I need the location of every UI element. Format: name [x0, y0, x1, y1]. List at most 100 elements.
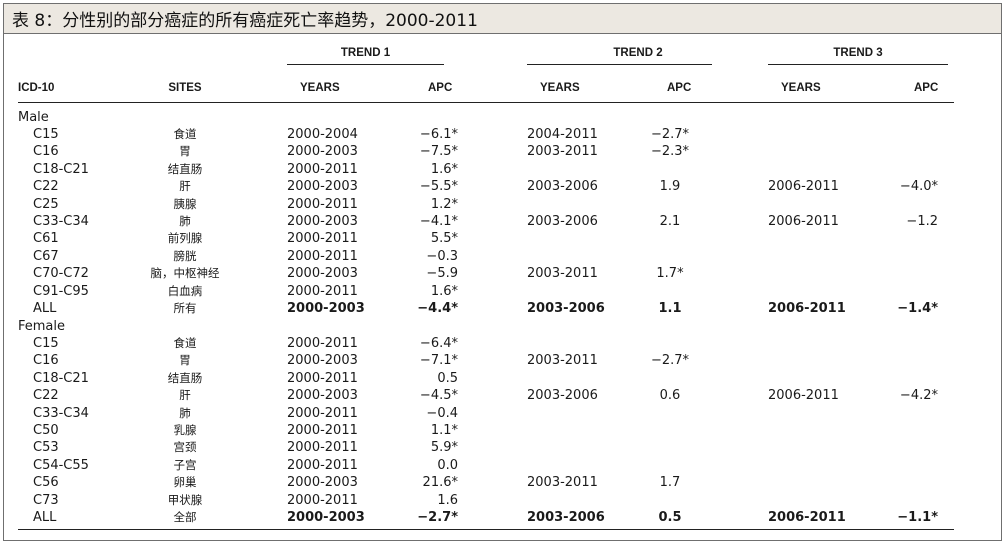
site-cell: 白血病 — [167, 283, 203, 298]
trend2-apc-cell: 0.6 — [659, 388, 681, 404]
icd-cell: C61 — [33, 231, 59, 247]
icd-cell: ALL — [33, 510, 57, 525]
trend1-apc-cell: 1.6* — [430, 161, 458, 177]
site-cell: 胃 — [179, 353, 191, 368]
trend1-apc-cell: −4.1* — [419, 214, 458, 229]
trend2-apc-cell: 1.9 — [659, 179, 681, 195]
trend1-apc-cell: −7.5* — [419, 144, 458, 160]
female-group-label: Female — [18, 319, 66, 334]
trend1-apc-cell: 5.9* — [430, 440, 458, 456]
trend3-apc-cell: −4.0* — [899, 179, 938, 195]
trend1-years-cell: 2000-2011 — [287, 196, 358, 212]
trend1-apc-cell: −6.1* — [419, 127, 458, 142]
years3-header: YEARS — [781, 82, 821, 94]
trend1-apc-cell: −6.4* — [419, 336, 458, 351]
trend1-years-cell: 2000-2004 — [287, 127, 358, 142]
trend3-years-cell: 2006-2011 — [768, 179, 839, 195]
icd-cell: C22 — [33, 388, 59, 404]
icd-cell: C33-C34 — [33, 405, 89, 421]
site-cell: 膀胱 — [173, 248, 197, 263]
trend1-apc-cell: 5.5* — [430, 231, 458, 247]
trend2-apc-cell: −2.7* — [650, 353, 690, 369]
trend1-apc-cell: −7.1* — [419, 353, 458, 369]
trend1-years-cell: 2000-2011 — [287, 440, 358, 456]
trend1-apc-cell: −0.3 — [426, 248, 458, 264]
icd-cell: C18-C21 — [33, 370, 89, 386]
trend1-years-cell: 2000-2011 — [287, 492, 358, 508]
trend1-apc-cell: −4.5* — [419, 388, 458, 404]
site-cell: 宫颈 — [173, 440, 197, 455]
trend1-apc-cell: 1.6 — [437, 492, 458, 508]
trend1-years-cell: 2000-2011 — [287, 370, 358, 386]
site-cell: 肝 — [179, 179, 191, 194]
icd-cell: C25 — [33, 196, 59, 212]
trend3-years-cell: 2006-2011 — [768, 214, 839, 229]
site-cell: 结直肠 — [167, 161, 203, 176]
icd-cell: C15 — [33, 336, 59, 351]
icd-cell: C56 — [33, 475, 59, 491]
site-cell: 子宫 — [173, 457, 197, 472]
icd-cell: C15 — [33, 127, 59, 142]
trend2-years-cell: 2003-2011 — [527, 475, 598, 491]
trend1-header: TREND 1 — [340, 47, 391, 59]
icd-cell: C16 — [33, 144, 59, 160]
icd-cell: C91-C95 — [33, 283, 89, 299]
icd-cell: C16 — [33, 353, 59, 369]
trend3-years-cell: 2006-2011 — [768, 388, 839, 404]
trend1-years-cell: 2000-2003 — [287, 388, 358, 404]
site-cell: 全部 — [173, 510, 197, 524]
icd-cell: C33-C34 — [33, 214, 89, 229]
trend1-apc-cell: −4.4* — [417, 301, 458, 316]
sites-header: SITES — [168, 82, 202, 94]
table-title: 表 8：分性别的部分癌症的所有癌症死亡率趋势，2000-2011 — [12, 11, 478, 31]
trend1-years-cell: 2000-2003 — [287, 214, 358, 229]
site-cell: 肝 — [179, 388, 191, 403]
trend1-apc-cell: −5.9 — [426, 266, 458, 282]
bottom-rule — [18, 529, 954, 530]
trend2-years-cell: 2003-2011 — [527, 144, 598, 160]
apc3-header: APC — [914, 82, 939, 94]
icd-cell: C53 — [33, 440, 59, 456]
trend1-years-cell: 2000-2003 — [287, 266, 358, 282]
trend2-apc-cell: 1.7 — [659, 475, 681, 491]
icd-cell: C54-C55 — [33, 457, 89, 473]
trend1-apc-cell: −0.4 — [426, 405, 458, 421]
site-cell: 卵巢 — [173, 475, 197, 490]
trend3-header: TREND 3 — [833, 47, 883, 59]
site-cell: 前列腺 — [167, 231, 203, 246]
trend3-apc-cell: −1.2 — [906, 214, 938, 229]
trend2-rule — [527, 64, 712, 65]
trend3-years-cell: 2006-2011 — [768, 510, 846, 525]
trend1-apc-cell: 1.6* — [430, 283, 458, 299]
trend1-years-cell: 2000-2011 — [287, 457, 358, 473]
site-cell: 所有 — [173, 301, 197, 315]
trend2-years-cell: 2003-2006 — [527, 301, 605, 316]
trend1-apc-cell: −5.5* — [419, 179, 458, 195]
icd-cell: C70-C72 — [33, 266, 89, 282]
site-cell: 脑，中枢神经 — [150, 266, 220, 281]
trend1-apc-cell: 0.5 — [437, 370, 458, 386]
icd-cell: C18-C21 — [33, 161, 89, 177]
trend1-years-cell: 2000-2003 — [287, 179, 358, 195]
trend1-years-cell: 2000-2011 — [287, 336, 358, 351]
icd-cell: ALL — [33, 301, 57, 316]
trend1-years-cell: 2000-2003 — [287, 510, 365, 525]
trend1-apc-cell: 21.6* — [422, 475, 458, 491]
site-cell: 肺 — [179, 214, 191, 228]
icd-header: ICD-10 — [18, 82, 55, 94]
title-bar: 表 8：分性别的部分癌症的所有癌症死亡率趋势，2000-2011 — [4, 4, 1001, 34]
trend2-years-cell: 2003-2006 — [527, 179, 598, 195]
apc2-header: APC — [667, 82, 692, 94]
trend2-apc-cell: 2.1 — [659, 214, 681, 229]
trend1-years-cell: 2000-2011 — [287, 248, 358, 264]
trend2-apc-cell: −2.3* — [650, 144, 690, 160]
trend2-apc-cell: −2.7* — [650, 127, 690, 142]
trend2-years-cell: 2003-2006 — [527, 214, 598, 229]
trend1-years-cell: 2000-2003 — [287, 301, 365, 316]
years2-header: YEARS — [540, 82, 580, 94]
trend2-years-cell: 2003-2006 — [527, 388, 598, 404]
trend1-rule — [287, 64, 444, 65]
trend1-apc-cell: −2.7* — [417, 510, 458, 525]
trend1-years-cell: 2000-2003 — [287, 353, 358, 369]
trend2-apc-cell: 0.5 — [658, 510, 682, 525]
